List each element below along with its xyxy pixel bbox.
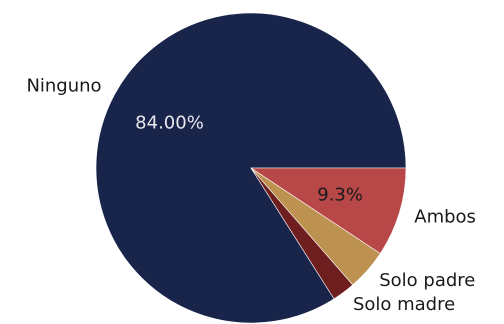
slice-label-solo-padre: Solo padre <box>379 270 475 291</box>
pie-slice-ambos <box>250 167 407 254</box>
slice-label-ambos: Ambos <box>414 207 476 228</box>
pie-labels: Ninguno 84.00% Solo madre Solo padre Ambos 9.… <box>26 75 475 315</box>
pct-label-ninguno: 84.00% <box>135 113 204 134</box>
slice-label-solo-madre: Solo madre <box>353 294 455 315</box>
slice-label-ninguno: Ninguno <box>26 75 101 96</box>
pct-label-ambos: 9.3% <box>317 184 363 205</box>
pie-slices <box>95 12 407 324</box>
